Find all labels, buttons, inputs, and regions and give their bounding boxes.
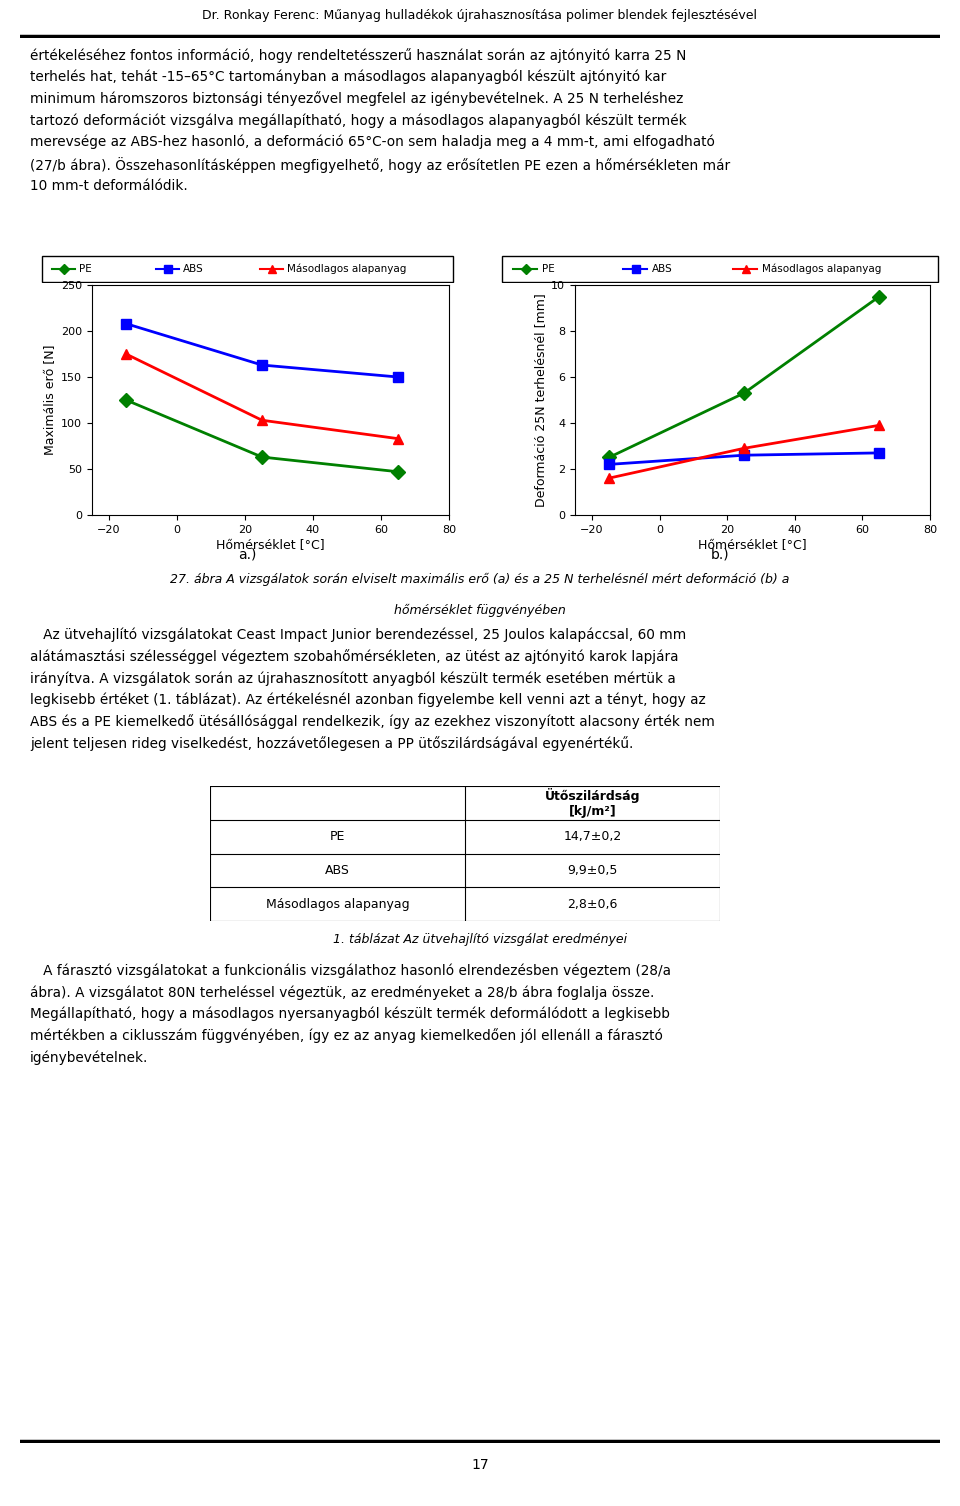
Text: értékeléséhez fontos információ, hogy rendeltetésszerű használat során az ajtóny: értékeléséhez fontos információ, hogy re… xyxy=(30,48,731,193)
Text: ABS: ABS xyxy=(183,264,204,274)
Text: b.): b.) xyxy=(710,547,730,562)
X-axis label: Hőmérséklet [°C]: Hőmérséklet [°C] xyxy=(698,539,806,551)
Y-axis label: Maximális erő [N]: Maximális erő [N] xyxy=(44,345,57,455)
Text: Másodlagos alapanyag: Másodlagos alapanyag xyxy=(287,264,406,274)
Text: 1. táblázat Az ütvehajlító vizsgálat eredményei: 1. táblázat Az ütvehajlító vizsgálat ere… xyxy=(333,934,627,946)
Text: PE: PE xyxy=(80,264,92,274)
Text: 14,7±0,2: 14,7±0,2 xyxy=(564,830,622,843)
Text: PE: PE xyxy=(541,264,555,274)
Text: 27. ábra A vizsgálatok során elviselt maximális erő (a) és a 25 N terhelésnél mé: 27. ábra A vizsgálatok során elviselt ma… xyxy=(170,572,790,586)
Text: ABS: ABS xyxy=(325,864,350,876)
Text: PE: PE xyxy=(330,830,346,843)
X-axis label: Hőmérséklet [°C]: Hőmérséklet [°C] xyxy=(216,539,324,551)
Text: hőmérséklet függvényében: hőmérséklet függvényében xyxy=(395,604,565,617)
Text: Dr. Ronkay Ferenc: Műanyag hulladékok újrahasznosítása polimer blendek fejleszté: Dr. Ronkay Ferenc: Műanyag hulladékok új… xyxy=(203,9,757,23)
Text: Másodlagos alapanyag: Másodlagos alapanyag xyxy=(266,898,409,911)
Text: 9,9±0,5: 9,9±0,5 xyxy=(567,864,617,876)
Text: a.): a.) xyxy=(238,547,256,562)
Text: Ütőszilárdság
[kJ/m²]: Ütőszilárdság [kJ/m²] xyxy=(544,788,640,818)
Text: A fárasztó vizsgálatokat a funkcionális vizsgálathoz hasonló elrendezésben végez: A fárasztó vizsgálatokat a funkcionális … xyxy=(30,964,671,1065)
Y-axis label: Deformáció 25N terhelésnél [mm]: Deformáció 25N terhelésnél [mm] xyxy=(534,294,547,508)
Text: Másodlagos alapanyag: Másodlagos alapanyag xyxy=(762,264,881,274)
Text: ABS: ABS xyxy=(652,264,673,274)
Text: 2,8±0,6: 2,8±0,6 xyxy=(567,898,617,911)
Text: 17: 17 xyxy=(471,1458,489,1471)
Text: Az ütvehajlító vizsgálatokat Ceast Impact Junior berendezéssel, 25 Joulos kalapá: Az ütvehajlító vizsgálatokat Ceast Impac… xyxy=(30,628,715,751)
